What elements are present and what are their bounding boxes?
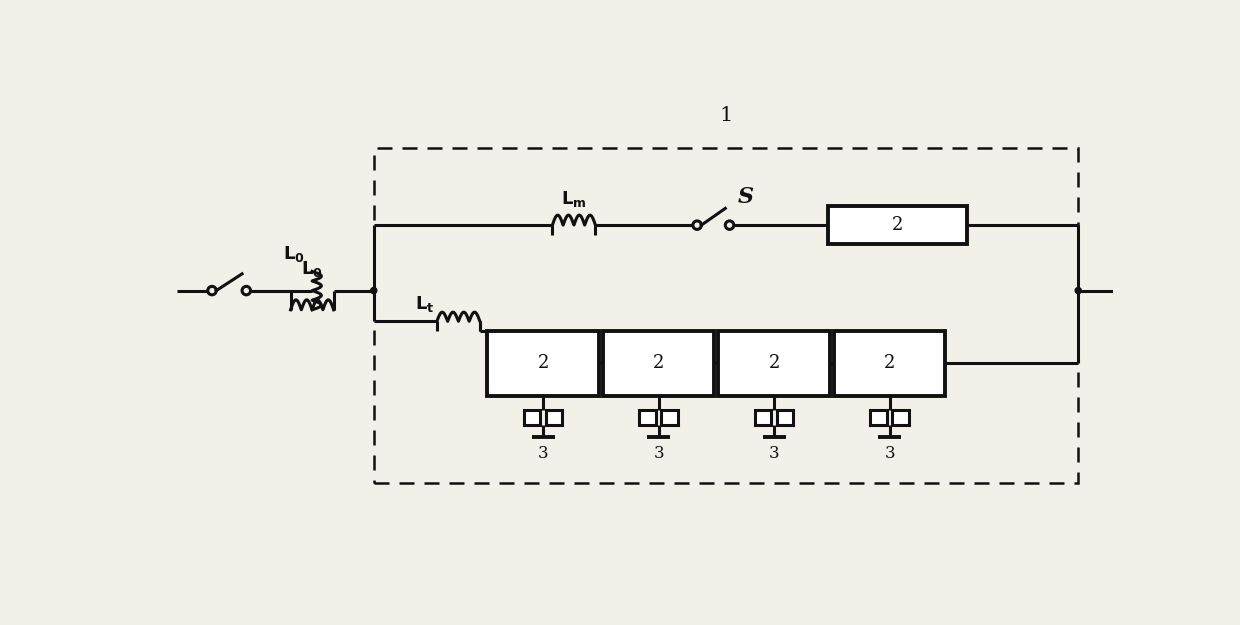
Text: S: S [738, 186, 754, 208]
Text: 2: 2 [892, 216, 903, 234]
Bar [828, 206, 967, 244]
Text: 3: 3 [769, 444, 780, 462]
Bar [603, 331, 714, 396]
Text: 2: 2 [769, 354, 780, 372]
Text: $\mathbf{L_t}$: $\mathbf{L_t}$ [415, 294, 434, 314]
Bar [833, 331, 945, 396]
Bar [870, 410, 887, 426]
Bar [661, 410, 678, 426]
Text: 3: 3 [653, 444, 663, 462]
Bar [755, 410, 771, 426]
Circle shape [371, 288, 377, 294]
Bar [776, 410, 794, 426]
Text: $\mathbf{L_0}$: $\mathbf{L_0}$ [283, 244, 304, 264]
Circle shape [1075, 288, 1081, 294]
Text: 2: 2 [653, 354, 665, 372]
Text: 2: 2 [537, 354, 549, 372]
Bar [640, 410, 656, 426]
Bar [523, 410, 541, 426]
Bar [893, 410, 909, 426]
Bar [546, 410, 563, 426]
Text: $\mathbf{L_m}$: $\mathbf{L_m}$ [562, 189, 587, 209]
Bar [718, 331, 830, 396]
Text: 3: 3 [538, 444, 548, 462]
Text: 3: 3 [884, 444, 895, 462]
Text: 1: 1 [719, 106, 733, 125]
Text: $\mathbf{L_0}$: $\mathbf{L_0}$ [301, 259, 322, 279]
Bar [487, 331, 599, 396]
Text: 2: 2 [884, 354, 895, 372]
